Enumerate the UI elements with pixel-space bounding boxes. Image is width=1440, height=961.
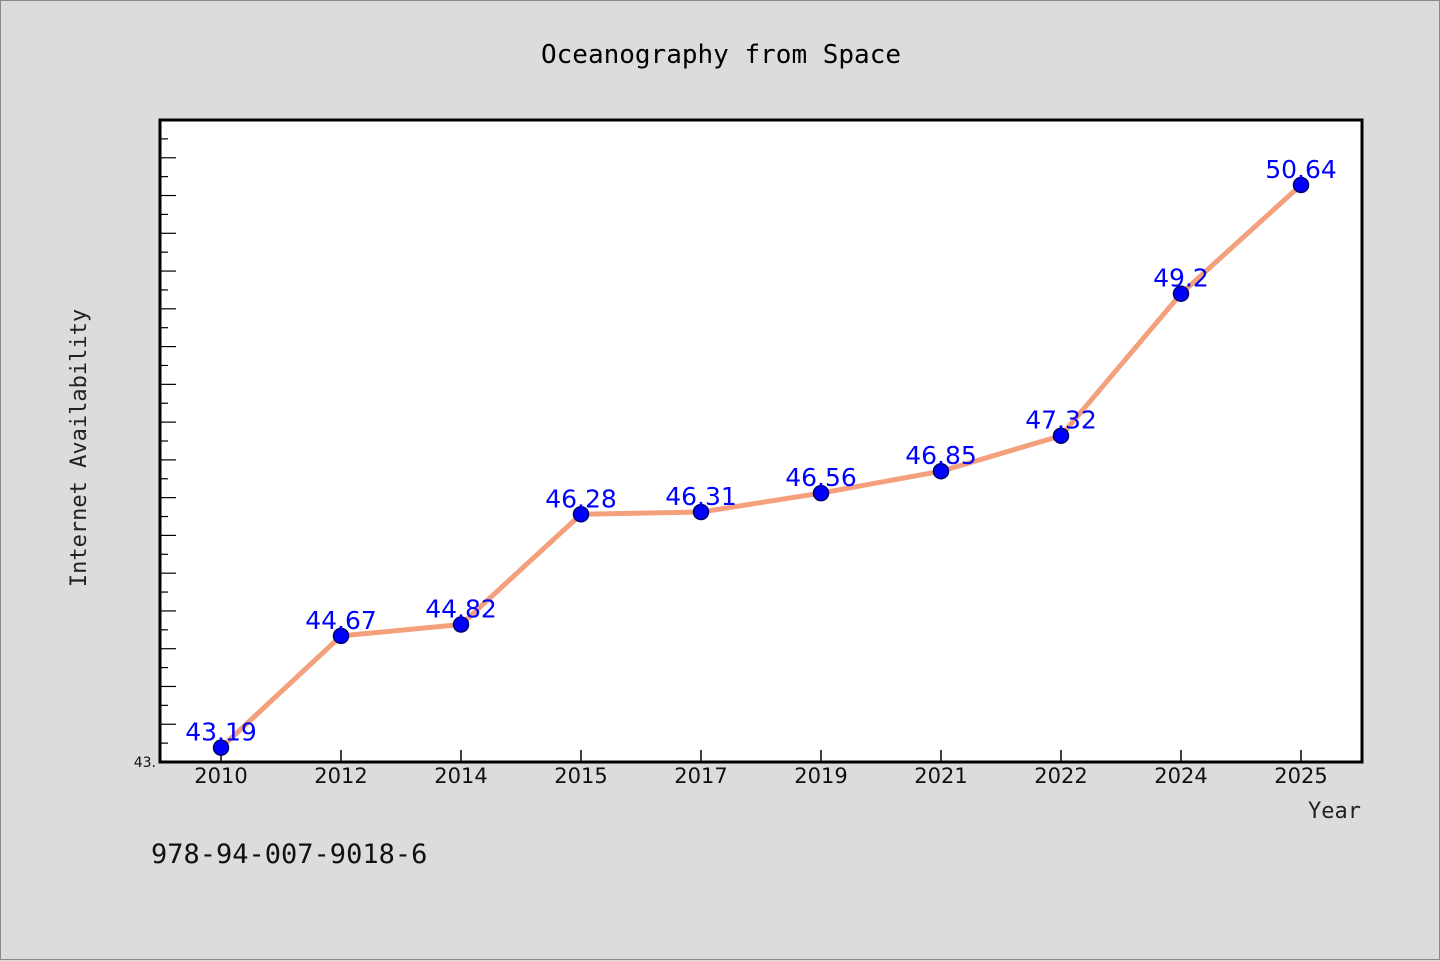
data-label: 44.82	[425, 595, 497, 624]
data-label: 46.31	[665, 482, 737, 511]
x-tick-label: 2012	[314, 764, 367, 788]
data-point	[1292, 176, 1310, 194]
data-label: 49.2	[1153, 264, 1209, 293]
y-axis-tick-labels: 43.	[134, 755, 156, 771]
y-tick-label: 43.	[134, 755, 156, 771]
data-point	[452, 616, 470, 633]
series-line	[219, 183, 1303, 750]
x-tick-label: 2025	[1274, 764, 1327, 788]
data-point	[932, 462, 950, 480]
y-axis-ticks	[160, 138, 176, 744]
chart-title: Oceanography from Space	[541, 40, 901, 70]
x-tick-label: 2024	[1154, 764, 1207, 788]
series-markers	[212, 176, 1310, 756]
data-point	[1172, 285, 1190, 302]
data-label: 43.19	[185, 718, 257, 747]
plot-area	[160, 120, 1362, 762]
x-axis-label: Year	[1308, 799, 1361, 824]
plot-frame	[158, 118, 1364, 764]
x-axis-tick-labels: 2010 2012 2014 2015 2017 2019 2021 2022 2024 2025	[194, 764, 1327, 788]
data-point	[1052, 427, 1070, 444]
x-tick-label: 2014	[434, 764, 487, 788]
data-point	[812, 484, 830, 502]
data-label: 44.67	[305, 606, 377, 635]
data-point	[572, 506, 590, 523]
x-tick-label: 2019	[794, 764, 847, 788]
data-point	[692, 503, 710, 521]
x-tick-label: 2021	[914, 764, 967, 788]
x-tick-label: 2017	[674, 764, 727, 788]
footer-code: 978-94-007-9018-6	[151, 839, 427, 870]
x-tick-label: 2015	[554, 764, 607, 788]
x-tick-label: 2022	[1034, 764, 1087, 788]
data-labels: 43.19 44.67 44.82 46.28 46.31 46.56 46.85 47.32…	[185, 155, 1337, 747]
data-label: 50.64	[1265, 155, 1337, 184]
y-axis-label: Internet Availability	[67, 309, 92, 587]
data-point	[212, 739, 230, 756]
data-label: 46.28	[545, 484, 617, 513]
data-label: 47.32	[1025, 406, 1097, 435]
x-axis-ticks	[220, 750, 1302, 762]
data-point	[332, 627, 350, 645]
x-tick-label: 2010	[194, 764, 247, 788]
data-label: 46.85	[905, 441, 977, 470]
data-label: 46.56	[785, 463, 857, 492]
